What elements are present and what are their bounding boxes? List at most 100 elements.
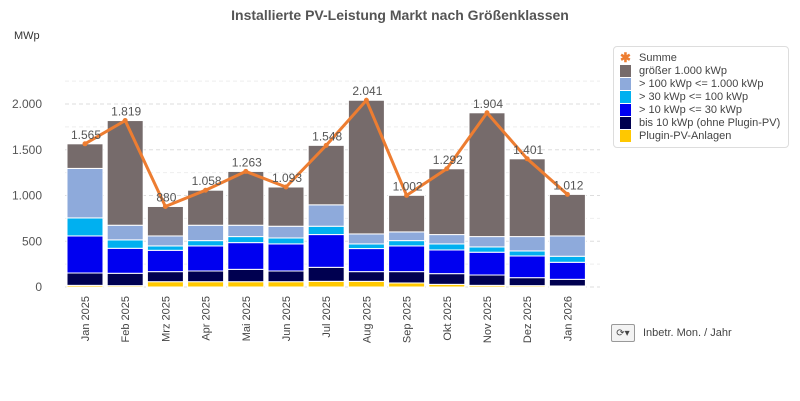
data-label: 1.401	[513, 143, 543, 157]
bar-segment	[307, 204, 345, 227]
bar-segment	[307, 225, 345, 236]
legend-item[interactable]: > 10 kWp <= 30 kWp	[620, 103, 782, 116]
bar-segment	[388, 282, 426, 288]
bar-segment	[267, 225, 305, 239]
x-tick-label: Sep 2025	[402, 296, 414, 343]
bar-segment	[227, 236, 265, 244]
legend-swatch	[620, 64, 631, 77]
bar-segment	[187, 270, 225, 283]
legend-item[interactable]: bis 10 kWp (ohne Plugin-PV)	[620, 116, 782, 129]
legend-label: größer 1.000 kWp	[639, 64, 728, 77]
x-tick-label: Jan 2026	[562, 296, 574, 341]
x-tick-label: Jul 2025	[321, 296, 333, 338]
data-label: 880	[156, 190, 176, 204]
bar-segment	[347, 271, 385, 282]
legend-swatch	[620, 129, 631, 142]
legend-item[interactable]: ✱ Summe	[620, 51, 782, 64]
bar-segment	[267, 237, 305, 245]
summe-point	[564, 191, 570, 197]
summe-point	[524, 156, 530, 162]
bar-segment	[227, 281, 265, 288]
data-label: 1.904	[473, 97, 503, 111]
legend-label: > 10 kWp <= 30 kWp	[639, 103, 743, 116]
bar-segment	[146, 271, 184, 283]
legend-item[interactable]: Plugin-PV-Anlagen	[620, 129, 782, 142]
bar-segment	[388, 240, 426, 247]
bar-segment	[347, 99, 385, 235]
bar-segment	[388, 194, 426, 233]
bar-segment	[508, 250, 546, 257]
bar-segment	[267, 270, 305, 283]
legend-swatch	[620, 103, 631, 116]
legend-item[interactable]: größer 1.000 kWp	[620, 64, 782, 77]
summe-point	[363, 97, 369, 103]
y-axis-unit: MWp	[14, 30, 40, 42]
summe-point	[243, 168, 249, 174]
bar-segment	[508, 277, 546, 287]
data-label: 1.292	[433, 153, 463, 167]
bar-segment	[66, 143, 104, 169]
bar-segment	[468, 274, 506, 286]
legend-label: > 30 kWp <= 100 kWp	[639, 90, 749, 103]
legend-swatch	[620, 90, 631, 103]
legend-label: Plugin-PV-Anlagen	[639, 129, 732, 142]
y-tick-label: 0	[35, 280, 42, 294]
x-tick-label: Jun 2025	[281, 296, 293, 341]
x-tick-label: Apr 2025	[201, 296, 213, 341]
data-label: 1.263	[232, 155, 262, 169]
legend-swatch	[620, 116, 631, 129]
bar-segment	[548, 235, 586, 257]
y-tick-label: 2.000	[12, 97, 42, 111]
bar-segment	[347, 243, 385, 250]
bar-segment	[548, 255, 586, 263]
bar-segment	[468, 246, 506, 253]
legend-item[interactable]: > 100 kWp <= 1.000 kWp	[620, 77, 782, 90]
bar-segment	[106, 247, 144, 274]
bar-segment	[468, 112, 506, 238]
bar-segment	[388, 271, 426, 284]
swap-dropdown-icon[interactable]: ⟳▾	[611, 324, 635, 342]
data-label: 1.548	[312, 129, 342, 143]
bar-segment	[66, 167, 104, 219]
bar-segment	[468, 251, 506, 276]
bar-segment	[267, 243, 305, 272]
bar-segment	[267, 281, 305, 288]
bar-segment	[548, 261, 586, 280]
bar-segment	[187, 224, 225, 242]
bar-segment	[146, 281, 184, 288]
legend-label: Summe	[639, 51, 677, 64]
bar-segment	[508, 236, 546, 252]
bar-segment	[428, 273, 466, 285]
legend-item[interactable]: > 30 kWp <= 100 kWp	[620, 90, 782, 103]
legend-label: > 100 kWp <= 1.000 kWp	[639, 77, 764, 90]
bar-segment	[106, 239, 144, 249]
data-label: 1.002	[393, 179, 423, 193]
bar-segment	[267, 186, 305, 227]
bar-segment	[187, 240, 225, 247]
x-axis-control[interactable]: ⟳▾ Inbetr. Mon. / Jahr	[611, 324, 732, 342]
bar-segment	[106, 120, 144, 226]
data-label: 1.058	[192, 174, 222, 188]
bar-segment	[146, 235, 184, 247]
bar-segment	[307, 144, 345, 206]
x-axis-label: Inbetr. Mon. / Jahr	[643, 327, 732, 339]
summe-point	[404, 192, 410, 198]
bar-segment	[146, 249, 184, 273]
bar-segment	[468, 236, 506, 248]
data-label: 1.012	[553, 178, 583, 192]
y-tick-label: 1.000	[12, 189, 42, 203]
summe-point	[203, 187, 209, 193]
summe-point	[323, 142, 329, 148]
summe-point	[484, 110, 490, 116]
bar-segment	[388, 231, 426, 242]
x-tick-label: Feb 2025	[120, 296, 132, 342]
x-tick-label: Mai 2025	[241, 296, 253, 341]
legend-label: bis 10 kWp (ohne Plugin-PV)	[639, 116, 781, 129]
summe-point	[283, 184, 289, 190]
summe-point	[122, 118, 128, 124]
bar-segment	[227, 268, 265, 283]
x-tick-label: Mrz 2025	[160, 296, 172, 342]
bar-segment	[428, 234, 466, 245]
bar-segment	[347, 233, 385, 245]
